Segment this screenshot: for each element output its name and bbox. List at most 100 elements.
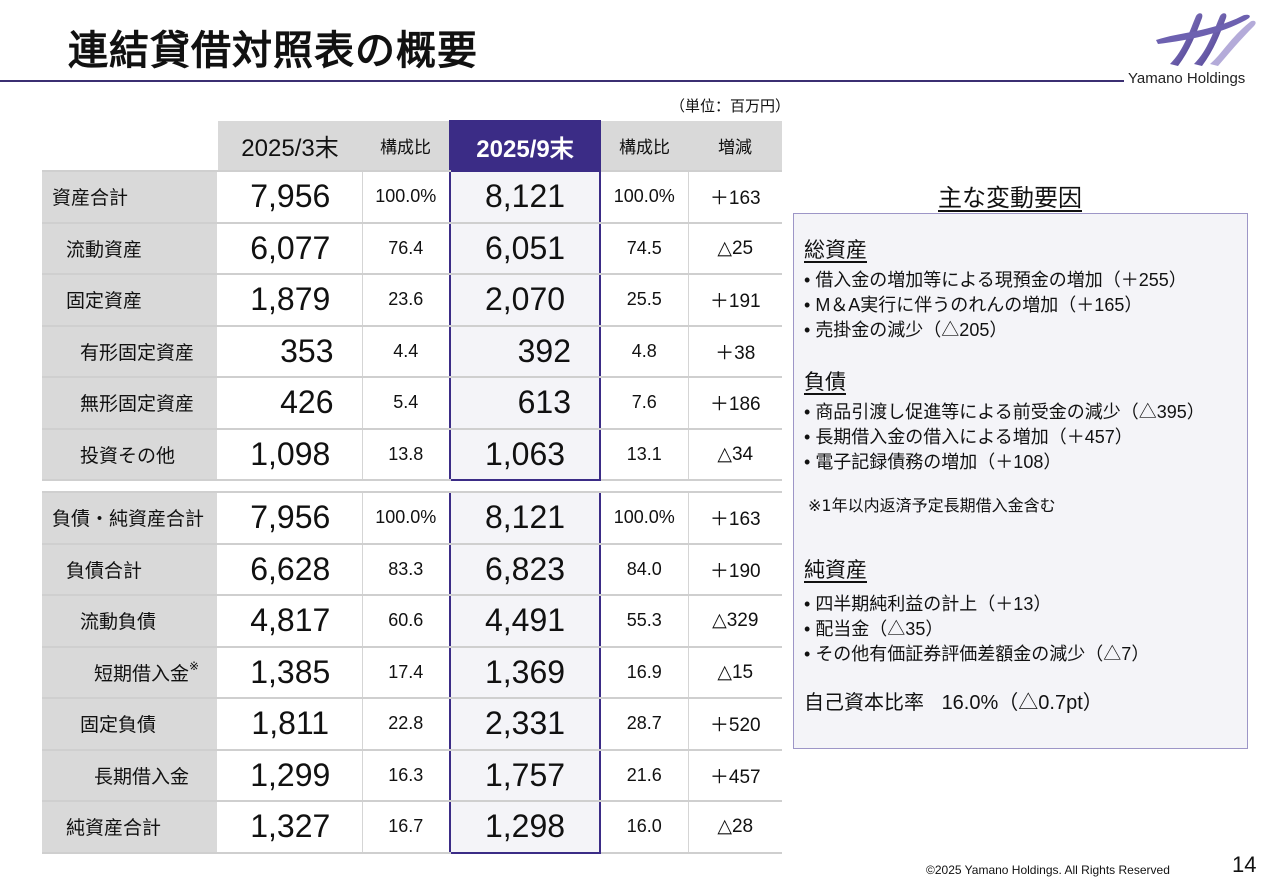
list-item: 四半期純利益の計上（＋13）	[804, 592, 1149, 617]
cur-ratio: 100.0%	[600, 171, 689, 224]
col-header-cur-ratio: 構成比	[600, 121, 688, 172]
cur-value: 8,121	[449, 491, 601, 545]
prev-value: 1,385	[218, 646, 363, 699]
equity-ratio-label: 自己資本比率	[804, 692, 924, 714]
section-heading-assets: 総資産	[804, 238, 867, 262]
list-item: 借入金の増加等による現預金の増加（＋255）	[804, 268, 1187, 293]
change-value: ＋520	[688, 698, 782, 751]
prev-value: 1,327	[218, 801, 363, 854]
cur-ratio: 13.1	[600, 428, 689, 481]
cur-value: 1,063	[449, 428, 601, 481]
table-row: 流動資産 6,077 76.4 6,051 74.5 △25	[42, 222, 782, 275]
change-value: ＋163	[688, 171, 782, 224]
row-label: 固定負債	[42, 698, 219, 751]
change-value: ＋190	[688, 543, 782, 596]
cur-value: 2,331	[449, 698, 601, 751]
table-row: 流動負債 4,817 60.6 4,491 55.3 △329	[42, 595, 782, 648]
prev-ratio: 16.3	[362, 749, 451, 802]
row-label: 負債合計	[42, 543, 219, 596]
list-item: 売掛金の減少（△205）	[804, 318, 1187, 343]
prev-value: 353	[218, 325, 363, 378]
prev-ratio: 60.6	[362, 595, 451, 648]
change-value: △28	[688, 801, 782, 854]
list-item: その他有価証券評価差額金の減少（△7）	[804, 642, 1149, 667]
cur-value: 613	[449, 377, 601, 430]
list-item: M＆A実行に伴うのれんの増加（＋165）	[804, 293, 1187, 318]
cur-value: 1,369	[449, 646, 601, 699]
factors-title: 主な変動要因	[938, 184, 1082, 212]
change-value: ＋38	[688, 325, 782, 378]
assets-bullet-list: 借入金の増加等による現預金の増加（＋255） M＆A実行に伴うのれんの増加（＋1…	[804, 268, 1187, 343]
footnote: ※1年以内返済予定長期借入金含む	[808, 496, 1056, 515]
row-label: 長期借入金	[42, 749, 219, 802]
copyright: ©2025 Yamano Holdings. All Rights Reserv…	[926, 863, 1170, 877]
section-heading-net-assets: 純資産	[804, 558, 867, 582]
prev-ratio: 23.6	[362, 274, 451, 327]
change-value: △329	[688, 595, 782, 648]
change-value: △15	[688, 646, 782, 699]
cur-value: 1,757	[449, 749, 601, 802]
row-label: 資産合計	[42, 171, 219, 224]
change-value: △25	[688, 222, 782, 275]
table-row: 固定資産 1,879 23.6 2,070 25.5 ＋191	[42, 274, 782, 327]
prev-ratio: 83.3	[362, 543, 451, 596]
cur-value: 4,491	[449, 595, 601, 648]
prev-ratio: 13.8	[362, 428, 451, 481]
cur-ratio: 16.0	[600, 801, 689, 854]
cur-value: 6,823	[449, 543, 601, 596]
row-label: 純資産合計	[42, 801, 219, 854]
prev-ratio: 76.4	[362, 222, 451, 275]
section-heading-liabilities: 負債	[804, 370, 846, 394]
net-assets-bullet-list: 四半期純利益の計上（＋13） 配当金（△35） その他有価証券評価差額金の減少（…	[804, 592, 1149, 667]
change-value: ＋457	[688, 749, 782, 802]
cur-value: 1,298	[449, 801, 601, 854]
cur-ratio: 21.6	[600, 749, 689, 802]
cur-ratio: 4.8	[600, 325, 689, 378]
row-label: 流動負債	[42, 595, 219, 648]
col-header-prev-ratio: 構成比	[362, 121, 450, 172]
prev-ratio: 100.0%	[362, 492, 451, 545]
title-divider	[0, 80, 1124, 82]
prev-value: 7,956	[218, 171, 363, 224]
change-value: ＋163	[688, 492, 782, 545]
unit-label: （単位：百万円）	[670, 97, 791, 115]
table-row: 資産合計 7,956 100.0% 8,121 100.0% ＋163	[42, 171, 782, 224]
prev-ratio: 22.8	[362, 698, 451, 751]
row-label: 有形固定資産	[42, 325, 219, 378]
col-header-prev: 2025/3末	[218, 121, 362, 172]
table-row: 無形固定資産 426 5.4 613 7.6 ＋186	[42, 377, 782, 430]
factors-panel: 総資産 借入金の増加等による現預金の増加（＋255） M＆A実行に伴うのれんの増…	[793, 213, 1248, 749]
table-row: 有形固定資産 353 4.4 392 4.8 ＋38	[42, 325, 782, 378]
row-label: 無形固定資産	[42, 377, 219, 430]
balance-sheet-table: 2025/3末 構成比 2025/9末 構成比 増減 資産合計 7,956 10…	[42, 120, 782, 854]
cur-ratio: 55.3	[600, 595, 689, 648]
list-item: 長期借入金の借入による増加（＋457）	[804, 425, 1205, 450]
prev-value: 6,077	[218, 222, 363, 275]
page-number: 14	[1232, 852, 1257, 877]
change-value: ＋191	[688, 274, 782, 327]
cur-ratio: 7.6	[600, 377, 689, 430]
table-row: 長期借入金 1,299 16.3 1,757 21.6 ＋457	[42, 749, 782, 802]
row-label: 負債・純資産合計	[42, 492, 219, 545]
prev-value: 1,811	[218, 698, 363, 751]
table-row: 負債合計 6,628 83.3 6,823 84.0 ＋190	[42, 543, 782, 596]
table-row: 固定負債 1,811 22.8 2,331 28.7 ＋520	[42, 698, 782, 751]
table-row: 投資その他 1,098 13.8 1,063 13.1 △34	[42, 428, 782, 481]
change-value: ＋186	[688, 377, 782, 430]
table-gap	[42, 480, 782, 493]
col-header-change: 増減	[688, 121, 782, 172]
cur-ratio: 84.0	[600, 543, 689, 596]
prev-value: 4,817	[218, 595, 363, 648]
table-row: 負債・純資産合計 7,956 100.0% 8,121 100.0% ＋163	[42, 491, 782, 545]
cur-ratio: 16.9	[600, 646, 689, 699]
prev-ratio: 5.4	[362, 377, 451, 430]
col-header-cur: 2025/9末	[449, 120, 601, 172]
list-item: 商品引渡し促進等による前受金の減少（△395）	[804, 400, 1205, 425]
equity-ratio-value: 16.0%（△0.7pt）	[941, 692, 1103, 714]
table-header-row: 2025/3末 構成比 2025/9末 構成比 増減	[42, 120, 782, 172]
row-label: 流動資産	[42, 222, 219, 275]
cur-ratio: 100.0%	[600, 492, 689, 545]
change-value: △34	[688, 428, 782, 481]
liabilities-bullet-list: 商品引渡し促進等による前受金の減少（△395） 長期借入金の借入による増加（＋4…	[804, 400, 1205, 475]
row-label: 固定資産	[42, 274, 219, 327]
